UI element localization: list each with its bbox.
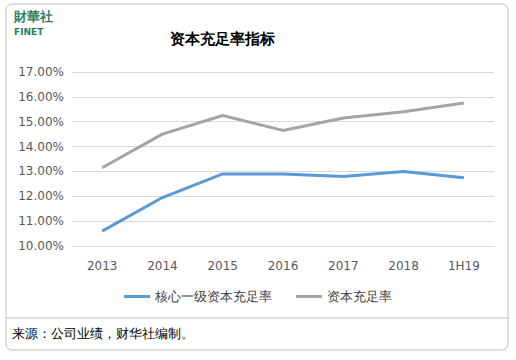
svg-text:2017: 2017 [328,259,359,273]
svg-text:2013: 2013 [87,259,118,273]
svg-text:14.00%: 14.00% [18,140,64,154]
svg-text:15.00%: 15.00% [18,115,64,129]
svg-text:资本充足率指标: 资本充足率指标 [170,30,275,48]
svg-text:13.00%: 13.00% [18,164,64,178]
svg-text:16.00%: 16.00% [18,90,64,104]
svg-text:核心一级资本充足率: 核心一级资本充足率 [154,289,272,304]
svg-text:11.00%: 11.00% [18,214,64,228]
svg-text:2015: 2015 [207,259,238,273]
svg-text:10.00%: 10.00% [18,239,64,253]
svg-text:財華社: 財華社 [13,9,53,24]
svg-text:1H19: 1H19 [448,259,480,273]
svg-text:17.00%: 17.00% [18,65,64,79]
svg-text:FINET: FINET [14,27,44,37]
svg-text:2018: 2018 [388,259,419,273]
svg-text:2016: 2016 [268,259,299,273]
svg-text:2014: 2014 [147,259,178,273]
svg-text:12.00%: 12.00% [18,189,64,203]
svg-text:来源：公司业绩，财华社编制。: 来源：公司业绩，财华社编制。 [12,326,194,341]
svg-text:资本充足率: 资本充足率 [327,289,392,304]
